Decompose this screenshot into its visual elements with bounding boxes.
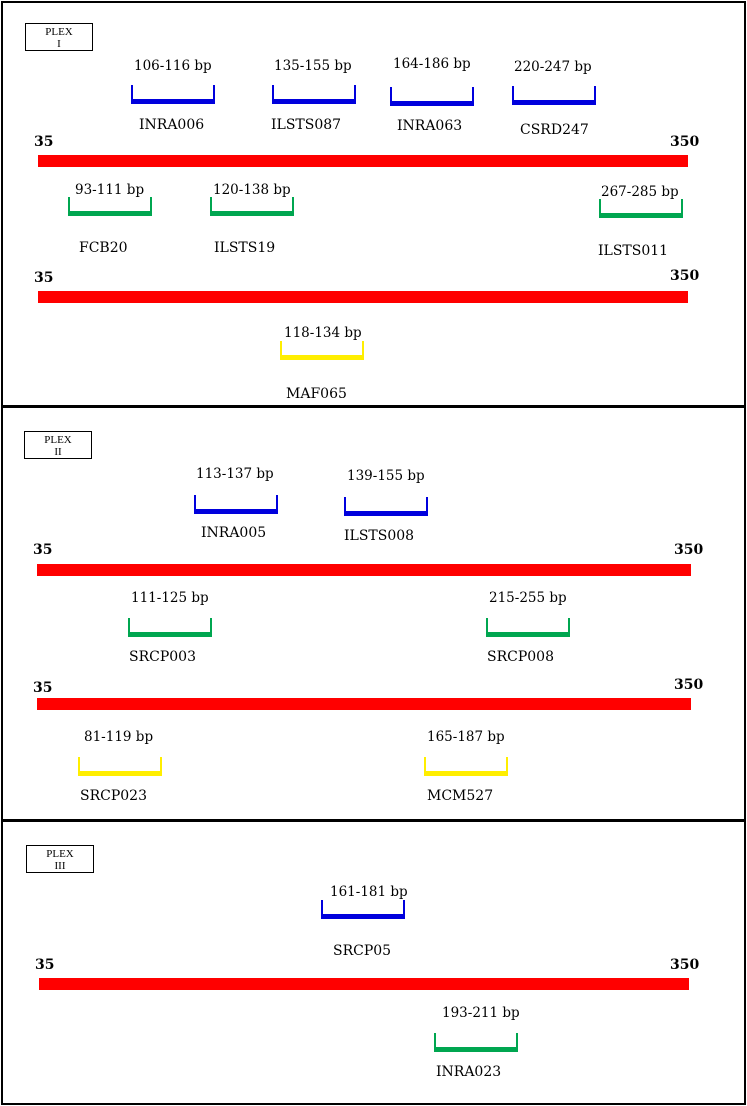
axis-start-label: 35 xyxy=(34,134,54,150)
marker-bracket xyxy=(321,900,405,919)
marker-name: ILSTS011 xyxy=(598,243,669,259)
marker-name: ILSTS008 xyxy=(344,528,415,544)
plex-1-panel xyxy=(1,1,746,407)
marker-bracket xyxy=(486,618,570,637)
plex-3-panel xyxy=(1,820,746,1105)
marker-range: 220-247 bp xyxy=(514,59,592,75)
axis-end-label: 350 xyxy=(674,677,704,693)
plex-2-panel xyxy=(1,406,746,821)
marker-range: 165-187 bp xyxy=(427,729,505,745)
marker-name: INRA023 xyxy=(436,1064,502,1080)
marker-name: SRCP05 xyxy=(333,943,392,959)
marker-bracket xyxy=(210,197,294,216)
marker-range: 120-138 bp xyxy=(213,182,291,198)
marker-bracket xyxy=(78,757,162,776)
marker-name: INRA005 xyxy=(201,525,267,541)
marker-bracket xyxy=(280,341,364,360)
marker-range: 93-111 bp xyxy=(75,182,145,198)
marker-bracket xyxy=(424,757,508,776)
marker-range: 139-155 bp xyxy=(347,468,425,484)
axis-start-label: 35 xyxy=(35,957,55,973)
size-axis-bar xyxy=(39,978,689,990)
marker-range: 215-255 bp xyxy=(489,590,567,606)
marker-range: 161-181 bp xyxy=(330,884,408,900)
axis-start-label: 35 xyxy=(33,542,53,558)
marker-name: INRA006 xyxy=(139,117,205,133)
marker-name: MAF065 xyxy=(286,386,347,402)
marker-name: MCM527 xyxy=(427,788,494,804)
marker-bracket xyxy=(194,495,278,514)
marker-range: 135-155 bp xyxy=(274,58,352,74)
marker-bracket xyxy=(599,199,683,218)
marker-range: 106-116 bp xyxy=(134,58,212,74)
axis-start-label: 35 xyxy=(33,680,53,696)
axis-start-label: 35 xyxy=(34,270,54,286)
marker-name: ILSTS19 xyxy=(214,240,276,256)
marker-range: 267-285 bp xyxy=(601,184,679,200)
marker-range: 111-125 bp xyxy=(131,590,209,606)
marker-name: SRCP003 xyxy=(129,649,196,665)
marker-name: SRCP008 xyxy=(487,649,554,665)
size-axis-bar xyxy=(38,291,688,303)
marker-bracket xyxy=(68,197,152,216)
size-axis-bar xyxy=(38,155,688,167)
axis-end-label: 350 xyxy=(670,268,700,284)
marker-range: 193-211 bp xyxy=(442,1005,520,1021)
marker-bracket xyxy=(390,87,474,106)
marker-bracket xyxy=(344,497,428,516)
marker-bracket xyxy=(131,85,215,104)
size-axis-bar xyxy=(37,564,691,576)
marker-name: CSRD247 xyxy=(520,122,589,138)
plex-2-label: PLEX II xyxy=(24,431,92,459)
marker-range: 118-134 bp xyxy=(284,325,362,341)
plex-1-label: PLEX I xyxy=(25,23,93,51)
marker-bracket xyxy=(128,618,212,637)
marker-name: ILSTS087 xyxy=(271,117,342,133)
plex-3-label: PLEX III xyxy=(26,845,94,873)
marker-range: 164-186 bp xyxy=(393,56,471,72)
marker-name: INRA063 xyxy=(397,118,463,134)
axis-end-label: 350 xyxy=(674,542,704,558)
marker-name: SRCP023 xyxy=(80,788,147,804)
marker-range: 81-119 bp xyxy=(84,729,154,745)
axis-end-label: 350 xyxy=(670,957,700,973)
marker-bracket xyxy=(272,85,356,104)
axis-end-label: 350 xyxy=(670,134,700,150)
marker-name: FCB20 xyxy=(79,240,128,256)
marker-bracket xyxy=(512,86,596,105)
marker-range: 113-137 bp xyxy=(196,466,274,482)
size-axis-bar xyxy=(37,698,691,710)
marker-bracket xyxy=(434,1033,518,1052)
